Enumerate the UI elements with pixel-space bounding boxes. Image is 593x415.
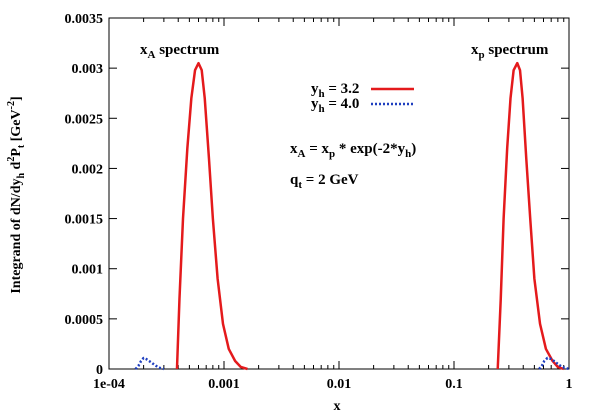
y-axis-label: Integrand of dN/dyh d2Pt [GeV-2] [6,96,27,293]
y-tick-label: 0.0025 [65,112,104,127]
y-axis-ticks: 0 0.0005 0.001 0.0015 0.002 0.0025 0.003 0.0035 [65,12,569,378]
series-lines [134,61,570,371]
y-tick-label: 0.0035 [65,12,104,27]
x-tick-label: 0.01 [327,377,352,392]
x-tick-label: 0.001 [208,377,240,392]
x-axis-ticks: 1e-04 0.001 0.01 0.1 1 [93,18,573,392]
y-tick-label: 0.001 [72,263,104,278]
qt-annotation: qt = 2 GeV [290,172,359,191]
x-tick-label: 0.1 [445,377,463,392]
series-0-curve-0 [175,61,248,371]
y-tick-label: 0.0005 [65,313,104,328]
series-1-curve-0 [134,356,165,371]
legend-label-yh-3-2: yh = 3.2 [311,81,359,100]
legend: yh = 3.2 yh = 4.0 [311,81,414,115]
y-tick-label: 0 [96,363,103,378]
x-tick-label: 1e-04 [93,377,125,392]
x-tick-label: 1 [566,377,573,392]
y-tick-label: 0.002 [72,162,104,177]
x-axis-label: x [334,399,341,414]
y-tick-label: 0.0015 [65,213,104,228]
legend-label-yh-4-0: yh = 4.0 [311,96,359,115]
formula-annotation: xA = xp * exp(-2*yh) [290,141,416,160]
xp-spectrum-annotation: xp spectrum [471,42,549,61]
series-1-curve-1 [538,356,570,371]
xa-spectrum-annotation: xA spectrum [140,42,220,61]
series-0-curve-1 [496,61,565,371]
y-tick-label: 0.003 [72,62,104,77]
